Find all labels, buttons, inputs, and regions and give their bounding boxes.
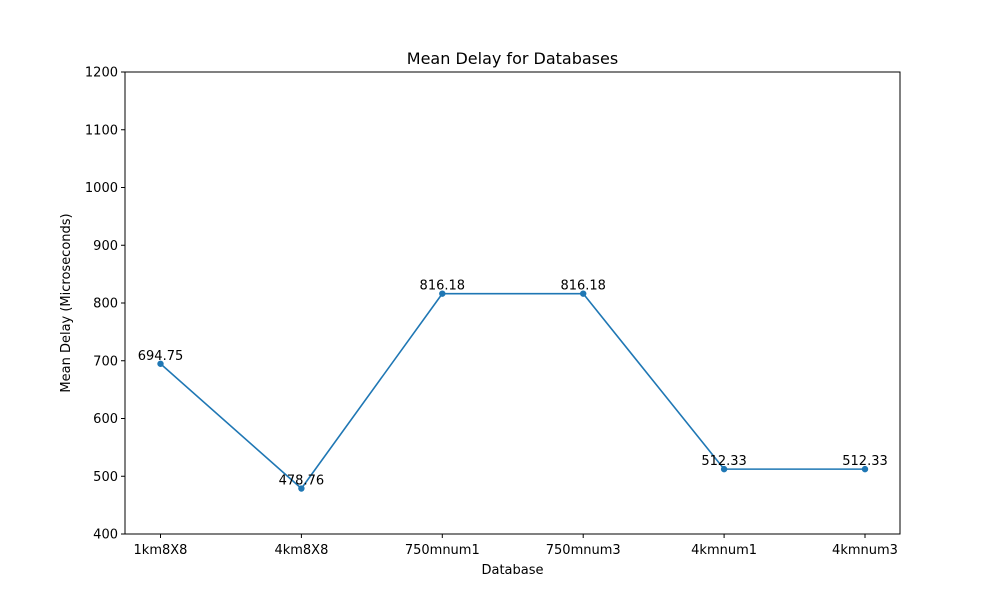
x-tick-label: 4kmnum3 [832,543,898,558]
data-point [580,290,587,297]
y-tick-label: 400 [93,528,118,543]
x-tick-label: 1km8X8 [134,543,188,558]
y-tick-label: 1200 [85,66,118,81]
plot-frame [124,71,901,535]
y-tick-label: 1000 [85,181,118,196]
x-tick-label: 750mnum3 [546,543,621,558]
data-point [157,360,164,367]
y-tick-label: 500 [93,470,118,485]
x-tick-label: 4km8X8 [274,543,328,558]
data-label: 478.76 [279,474,325,489]
data-label: 512.33 [842,454,888,469]
x-tick-label: 4kmnum1 [691,543,757,558]
data-point [439,290,446,297]
y-tick-label: 700 [93,354,118,369]
y-axis-label: Mean Delay (Microseconds) [59,213,74,392]
y-tick-label: 900 [93,239,118,254]
data-label: 694.75 [138,349,184,364]
chart-title: Mean Delay for Databases [407,49,618,68]
data-label: 816.18 [420,279,466,294]
data-point [861,465,869,473]
x-axis-label: Database [481,563,543,578]
data-point [720,465,728,473]
data-label: 816.18 [560,279,606,294]
data-point [298,485,305,492]
y-tick-label: 1100 [85,123,118,138]
x-tick-label: 750mnum1 [405,543,480,558]
data-label: 512.33 [701,454,747,469]
plot-area: 400 500 600 700 800 900 1000 1100 1200 1km8X8 4km8… [85,66,901,558]
y-tick-label: 800 [93,297,118,312]
series-line [159,292,865,490]
y-tick-label: 600 [93,412,118,427]
